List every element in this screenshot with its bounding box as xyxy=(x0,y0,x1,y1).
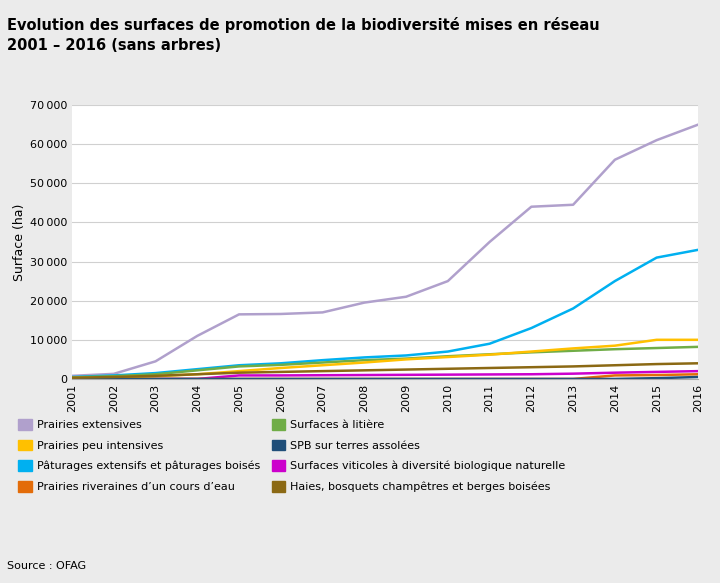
Text: Source : OFAG: Source : OFAG xyxy=(7,561,86,571)
Y-axis label: Surface (ha): Surface (ha) xyxy=(12,203,26,280)
Legend: Prairies extensives, Prairies peu intensives, Pâturages extensifs et pâturages b: Prairies extensives, Prairies peu intens… xyxy=(13,414,571,497)
Text: Evolution des surfaces de promotion de la biodiversité mises en réseau
2001 – 20: Evolution des surfaces de promotion de l… xyxy=(7,17,600,53)
